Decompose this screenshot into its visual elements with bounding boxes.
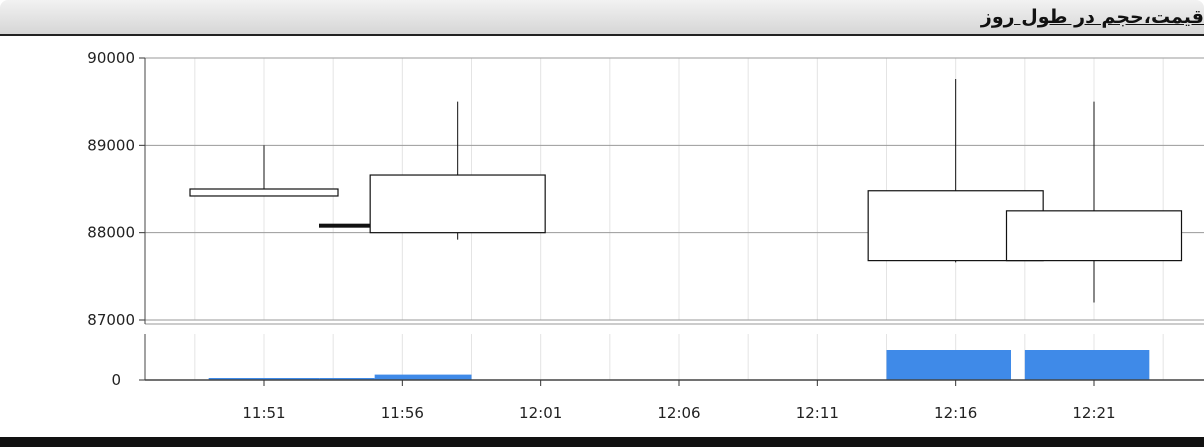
candle-body (1005, 210, 1183, 262)
chart-title: قیمت،حجم در طول روز (980, 6, 1204, 28)
volume-bar (208, 378, 320, 380)
x-tick-label: 12:16 (934, 404, 977, 422)
x-tick-label: 11:56 (381, 404, 424, 422)
volume-bar (319, 378, 375, 380)
volume-tick-label: 0 (111, 371, 121, 389)
volume-bar (1024, 350, 1150, 380)
price-tick-label: 89000 (87, 136, 135, 154)
candle-body (319, 223, 375, 228)
x-tick-label: 12:06 (657, 404, 700, 422)
x-tick-label: 12:01 (519, 404, 562, 422)
x-tick-label: 11:51 (242, 404, 285, 422)
price-tick-label: 90000 (87, 49, 135, 67)
candle-body (189, 188, 339, 197)
x-tick-label: 12:11 (796, 404, 839, 422)
candle-body (369, 174, 546, 234)
price-tick-label: 87000 (87, 311, 135, 329)
volume-bar (886, 350, 1011, 380)
x-tick-label: 12:21 (1072, 404, 1115, 422)
price-tick-label: 88000 (87, 224, 135, 242)
volume-bar (374, 374, 472, 380)
chart-header: قیمت،حجم در طول روز (0, 0, 1204, 36)
bottom-border (0, 437, 1204, 447)
